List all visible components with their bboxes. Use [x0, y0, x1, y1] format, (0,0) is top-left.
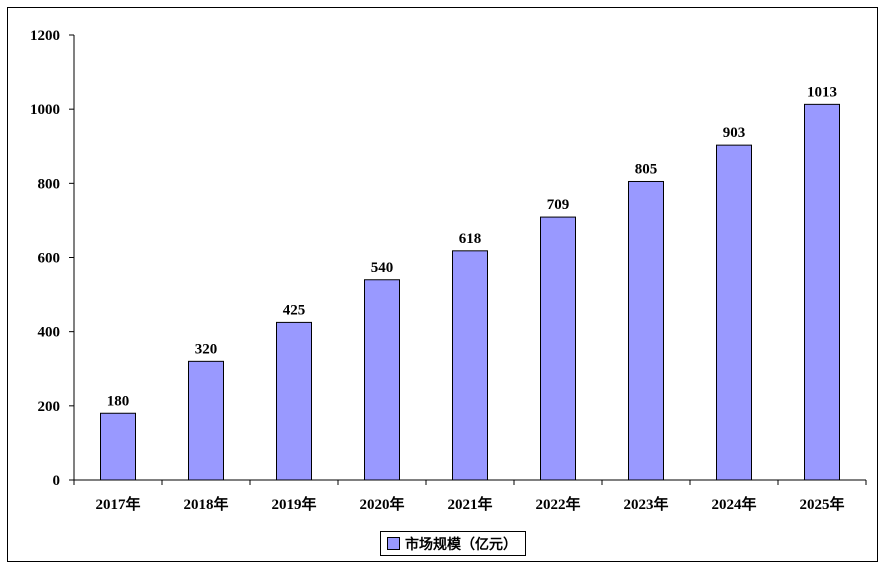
data-label: 425 — [283, 302, 306, 318]
x-tick-label: 2021年 — [447, 495, 492, 513]
data-labels: 180 320 425 540 618 709 805 903 1013 — [107, 84, 837, 409]
y-tick-label: 1000 — [30, 102, 60, 118]
y-axis: 0 200 400 600 800 1000 1200 — [30, 28, 75, 489]
y-tick-label: 1200 — [30, 28, 60, 44]
data-label: 180 — [107, 393, 130, 409]
legend-label: 市场规模（亿元） — [405, 536, 517, 553]
data-label: 1013 — [807, 84, 837, 100]
bar — [716, 144, 752, 481]
x-tick-label: 2018年 — [183, 495, 228, 513]
data-label: 709 — [547, 197, 570, 213]
bar — [276, 321, 312, 481]
x-tick-label: 2019年 — [271, 495, 316, 513]
y-tick-label: 0 — [53, 473, 61, 489]
data-label: 805 — [635, 161, 658, 177]
y-tick-label: 400 — [38, 325, 61, 341]
x-tick-label: 2024年 — [711, 495, 756, 513]
y-tick-label: 600 — [38, 251, 61, 267]
bar — [188, 360, 224, 481]
x-tick-label: 2020年 — [359, 495, 404, 513]
x-tick-label: 2022年 — [535, 495, 580, 513]
bar — [540, 216, 576, 481]
bar — [364, 279, 400, 481]
y-tick-label: 800 — [38, 176, 61, 192]
legend: 市场规模（亿元） — [380, 531, 526, 556]
x-tick-label: 2025年 — [799, 495, 844, 513]
data-label: 540 — [371, 260, 394, 276]
y-tick-label: 200 — [38, 399, 61, 415]
x-axis: 2017年 2018年 2019年 2020年 2021年 2022年 2023年 2024年… — [73, 479, 867, 513]
bar — [452, 250, 488, 481]
x-tick-label: 2023年 — [623, 495, 668, 513]
data-label: 618 — [459, 231, 482, 247]
data-label: 903 — [723, 125, 746, 141]
bar — [628, 180, 664, 481]
x-tick-label: 2017年 — [95, 495, 140, 513]
data-label: 320 — [195, 341, 218, 357]
legend-swatch — [387, 537, 400, 550]
bar — [804, 103, 840, 481]
bars — [100, 103, 840, 481]
bar — [100, 412, 136, 481]
